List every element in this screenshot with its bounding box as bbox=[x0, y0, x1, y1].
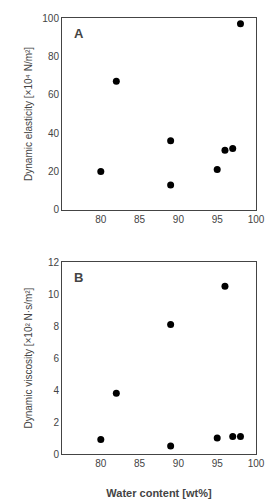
svg-text:40: 40 bbox=[48, 128, 60, 139]
svg-text:85: 85 bbox=[134, 214, 146, 225]
svg-text:90: 90 bbox=[173, 214, 185, 225]
svg-text:95: 95 bbox=[212, 458, 224, 469]
svg-text:B: B bbox=[74, 270, 83, 285]
svg-text:4: 4 bbox=[53, 385, 59, 396]
svg-text:2: 2 bbox=[53, 417, 59, 428]
svg-text:85: 85 bbox=[134, 458, 146, 469]
svg-text:90: 90 bbox=[173, 458, 185, 469]
svg-text:A: A bbox=[74, 26, 84, 41]
svg-text:0: 0 bbox=[53, 449, 59, 460]
svg-text:6: 6 bbox=[53, 353, 59, 364]
svg-text:20: 20 bbox=[48, 166, 60, 177]
svg-text:0: 0 bbox=[53, 204, 59, 215]
svg-text:100: 100 bbox=[248, 458, 265, 469]
svg-text:12: 12 bbox=[48, 257, 60, 268]
svg-text:80: 80 bbox=[48, 51, 60, 62]
svg-text:Dynamic viscosity [×10² N·s/m²: Dynamic viscosity [×10² N·s/m²] bbox=[23, 287, 34, 428]
svg-text:8: 8 bbox=[53, 321, 59, 332]
svg-text:10: 10 bbox=[48, 289, 60, 300]
svg-text:80: 80 bbox=[95, 458, 107, 469]
svg-text:100: 100 bbox=[42, 13, 59, 24]
svg-text:95: 95 bbox=[212, 214, 224, 225]
svg-text:Dynamic elasticity [×10⁴ N/m²]: Dynamic elasticity [×10⁴ N/m²] bbox=[23, 47, 34, 181]
svg-text:100: 100 bbox=[248, 214, 265, 225]
svg-text:Water content [wt%]: Water content [wt%] bbox=[106, 487, 212, 499]
svg-text:80: 80 bbox=[95, 214, 107, 225]
svg-text:60: 60 bbox=[48, 89, 60, 100]
